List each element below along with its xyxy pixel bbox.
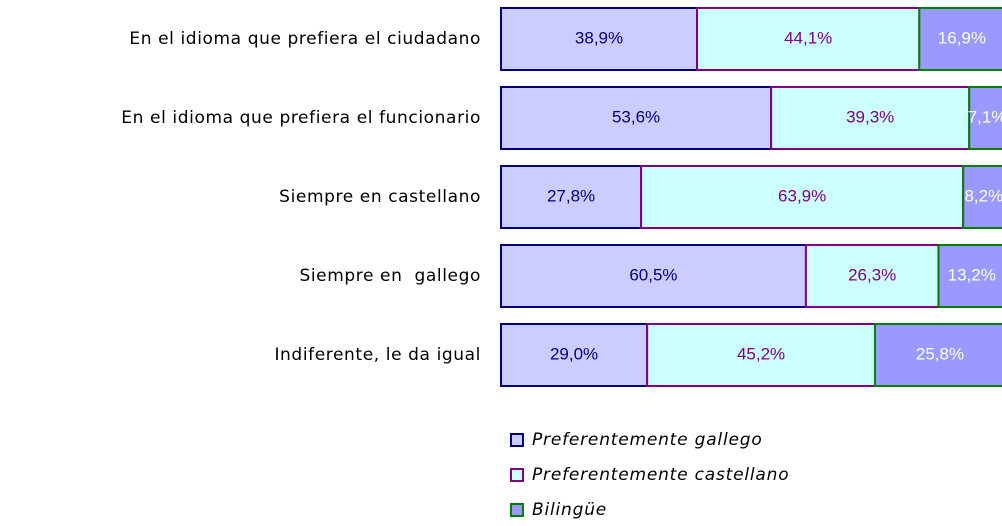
data-label: 8,2% — [964, 186, 1002, 205]
data-label: 7,1% — [968, 107, 1002, 126]
data-label: 29,0% — [550, 344, 598, 363]
category-label: En el idioma que prefiera el ciudadano — [129, 29, 481, 49]
bar-segment — [770, 86, 971, 150]
data-label: 63,9% — [778, 186, 826, 205]
category-label: Indiferente, le da igual — [274, 345, 481, 365]
bar-segment — [696, 7, 921, 71]
bar-segment — [937, 244, 1002, 308]
data-label: 25,8% — [916, 344, 964, 363]
data-label: 45,2% — [737, 344, 785, 363]
legend-swatch — [510, 433, 524, 447]
bar-segment — [500, 244, 807, 308]
bar-segment — [500, 7, 699, 71]
category-label: Siempre en gallego — [299, 266, 481, 286]
bar-segment — [962, 165, 1002, 229]
legend-label: Preferentemente castellano — [532, 465, 789, 485]
bar-segment — [918, 7, 1002, 71]
legend-swatch — [510, 503, 524, 517]
category-label: Siempre en castellano — [279, 187, 481, 207]
data-label: 13,2% — [948, 265, 996, 284]
data-label: 60,5% — [629, 265, 677, 284]
bar-segment — [873, 323, 1002, 387]
bar-segment — [500, 86, 773, 150]
data-label: 39,3% — [846, 107, 894, 126]
legend-swatch — [510, 468, 524, 482]
data-label: 44,1% — [784, 28, 832, 47]
bar-segment — [640, 165, 965, 229]
data-label: 38,9% — [575, 28, 623, 47]
data-label: 16,9% — [938, 28, 986, 47]
category-label: En el idioma que prefiera el funcionario — [121, 108, 481, 128]
legend-label: Preferentemente gallego — [532, 430, 763, 450]
data-label: 53,6% — [612, 107, 660, 126]
data-label: 27,8% — [547, 186, 595, 205]
bar-segment — [500, 323, 649, 387]
bar-segment — [646, 323, 876, 387]
data-label: 26,3% — [848, 265, 896, 284]
legend-label: Bilingüe — [532, 500, 607, 520]
bar-segment — [968, 86, 1002, 150]
